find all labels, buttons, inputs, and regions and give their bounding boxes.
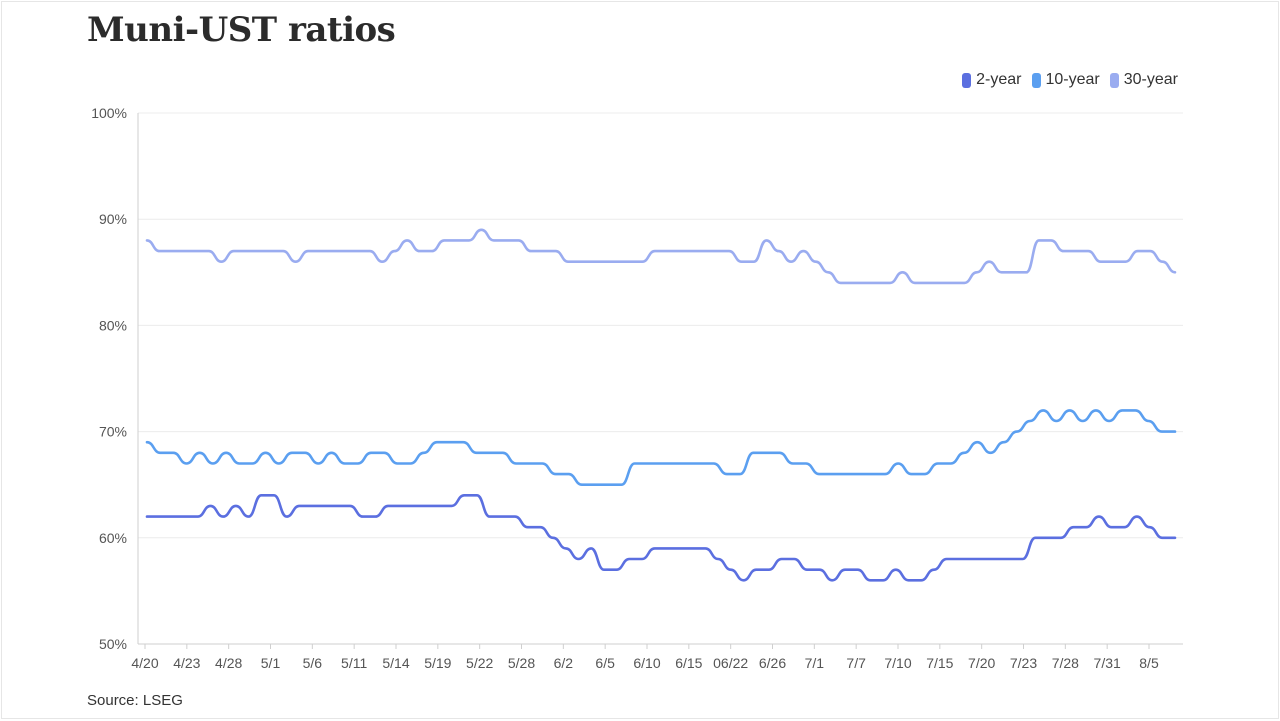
legend-swatch-10-year [1031,72,1041,88]
x-tick-label: 5/19 [424,655,451,671]
x-tick-label: 5/1 [261,655,281,671]
series-line-30-year [145,228,1177,285]
legend-label-30-year: 30-year [1123,71,1178,88]
chart-title: Muni-UST ratios [87,10,396,50]
x-tick-label: 5/6 [303,655,323,671]
x-tick-label: 7/20 [968,655,995,671]
legend-item-30-year: 30-year [1109,71,1178,89]
x-tick-label: 4/20 [131,655,158,671]
x-tick-label: 4/28 [215,655,242,671]
legend-item-2-year: 2-year [962,71,1022,89]
legend-label-10-year: 10-year [1045,71,1100,88]
x-tick-label: 7/7 [846,655,866,671]
x-tick-label: 5/22 [466,655,493,671]
legend: 2-year 10-year 30-year [962,71,1178,89]
x-tick-label: 5/28 [508,655,535,671]
x-tick-label: 6/15 [675,655,702,671]
y-tick-label: 80% [99,317,127,333]
y-tick-label: 60% [99,530,127,546]
x-tick-label: 6/5 [595,655,615,671]
x-tick-label: 6/26 [759,655,786,671]
x-tick-label: 7/1 [805,655,825,671]
y-tick-label: 90% [99,211,127,227]
x-tick-label: 6/2 [554,655,574,671]
x-tick-label: 4/23 [173,655,200,671]
x-tick-label: 7/15 [926,655,953,671]
x-tick-label: 7/23 [1010,655,1037,671]
x-tick-label: 8/5 [1139,655,1159,671]
x-tick-label: 7/28 [1052,655,1079,671]
y-tick-label: 50% [99,636,127,652]
legend-swatch-30-year [1109,72,1119,88]
series-line-2-year [145,493,1177,582]
y-tick-label: 70% [99,424,127,440]
x-tick-label: 7/31 [1094,655,1121,671]
x-tick-label: 7/10 [884,655,911,671]
legend-label-2-year: 2-year [976,71,1022,88]
series-line-10-year [145,409,1177,487]
source-note: Source: LSEG [87,692,183,709]
x-tick-label: 6/10 [633,655,660,671]
y-tick-label: 100% [91,105,127,121]
legend-item-10-year: 10-year [1031,71,1100,89]
legend-swatch-2-year [962,72,972,88]
x-tick-label: 5/14 [382,655,409,671]
x-tick-label: 5/11 [341,655,367,671]
x-tick-label: 06/22 [713,655,748,671]
